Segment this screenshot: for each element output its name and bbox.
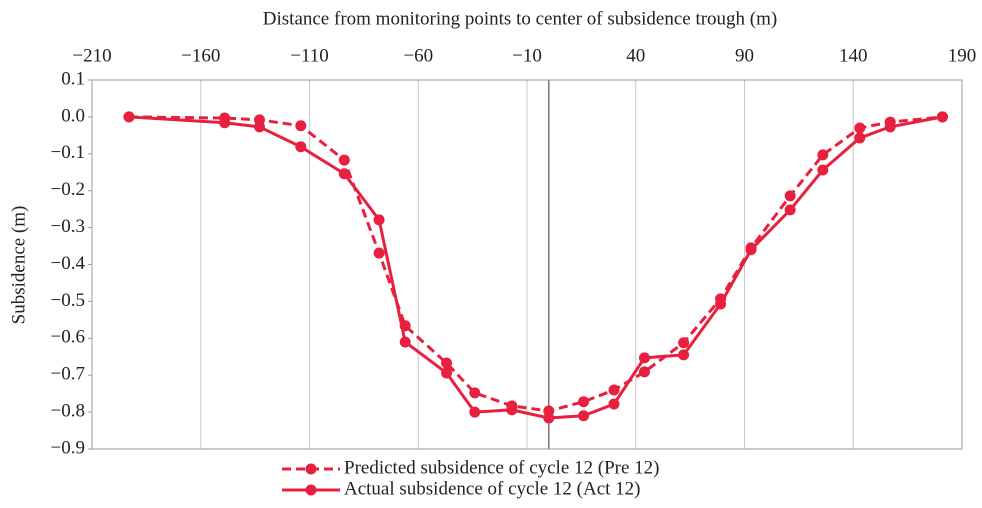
x-tick-label: −210 xyxy=(72,45,111,66)
data-point xyxy=(715,298,727,310)
y-tick-label: −0.2 xyxy=(51,179,85,200)
y-tick-label: −0.5 xyxy=(51,290,85,311)
y-tick-label: −0.7 xyxy=(51,364,85,385)
x-tick-label: 90 xyxy=(735,45,754,66)
data-point xyxy=(678,337,690,349)
series-line xyxy=(128,115,943,420)
x-tick-label: −160 xyxy=(181,45,220,66)
y-tick-label: −0.1 xyxy=(51,142,85,163)
data-point xyxy=(817,164,829,176)
legend-marker xyxy=(305,463,317,475)
data-point xyxy=(608,398,620,410)
data-point xyxy=(441,367,453,379)
legend-marker xyxy=(305,484,317,496)
data-point xyxy=(295,120,307,132)
x-tick-label: −110 xyxy=(290,45,329,66)
data-point xyxy=(399,336,411,348)
data-point xyxy=(469,406,481,418)
legend-label: Actual subsidence of cycle 12 (Act 12) xyxy=(344,478,641,499)
data-point xyxy=(638,366,650,378)
y-axis-title: Subsidence (m) xyxy=(8,206,29,325)
y-tick-label: 0.0 xyxy=(61,105,85,126)
x-axis-title: Distance from monitoring points to cente… xyxy=(263,8,777,29)
plot-frame xyxy=(91,79,963,450)
y-tick-label: −0.8 xyxy=(51,400,85,421)
x-tick-label: 190 xyxy=(948,45,977,66)
data-point xyxy=(253,121,265,133)
data-point xyxy=(854,122,866,134)
y-tick-label: −0.6 xyxy=(51,327,85,348)
data-point xyxy=(784,190,796,202)
data-point xyxy=(784,204,796,216)
data-point xyxy=(219,117,231,129)
data-point xyxy=(338,168,350,180)
data-point xyxy=(543,412,555,424)
data-point xyxy=(884,121,896,133)
data-point xyxy=(338,154,350,166)
data-point xyxy=(608,384,620,396)
data-point xyxy=(123,111,135,123)
data-point xyxy=(373,247,385,259)
data-point xyxy=(578,396,590,408)
y-tick-label: −0.3 xyxy=(51,216,85,237)
data-point xyxy=(936,111,948,123)
data-point xyxy=(506,404,518,416)
x-tick-label: −10 xyxy=(512,45,542,66)
data-point xyxy=(373,214,385,226)
data-point xyxy=(817,149,829,161)
data-point xyxy=(638,352,650,364)
series-line xyxy=(128,115,943,413)
data-point xyxy=(745,244,757,256)
x-tick-label: −60 xyxy=(403,45,433,66)
y-tick-label: 0.1 xyxy=(61,68,85,89)
x-tick-label: 140 xyxy=(839,45,868,66)
data-point xyxy=(578,410,590,422)
data-point xyxy=(441,357,453,369)
data-point xyxy=(295,141,307,153)
legend-label: Predicted subsidence of cycle 12 (Pre 12… xyxy=(344,457,660,478)
x-tick-label: 40 xyxy=(626,45,645,66)
y-tick-label: −0.9 xyxy=(51,437,85,458)
data-point xyxy=(678,349,690,361)
data-point xyxy=(854,132,866,144)
y-tick-label: −0.4 xyxy=(51,253,86,274)
data-point xyxy=(469,387,481,399)
